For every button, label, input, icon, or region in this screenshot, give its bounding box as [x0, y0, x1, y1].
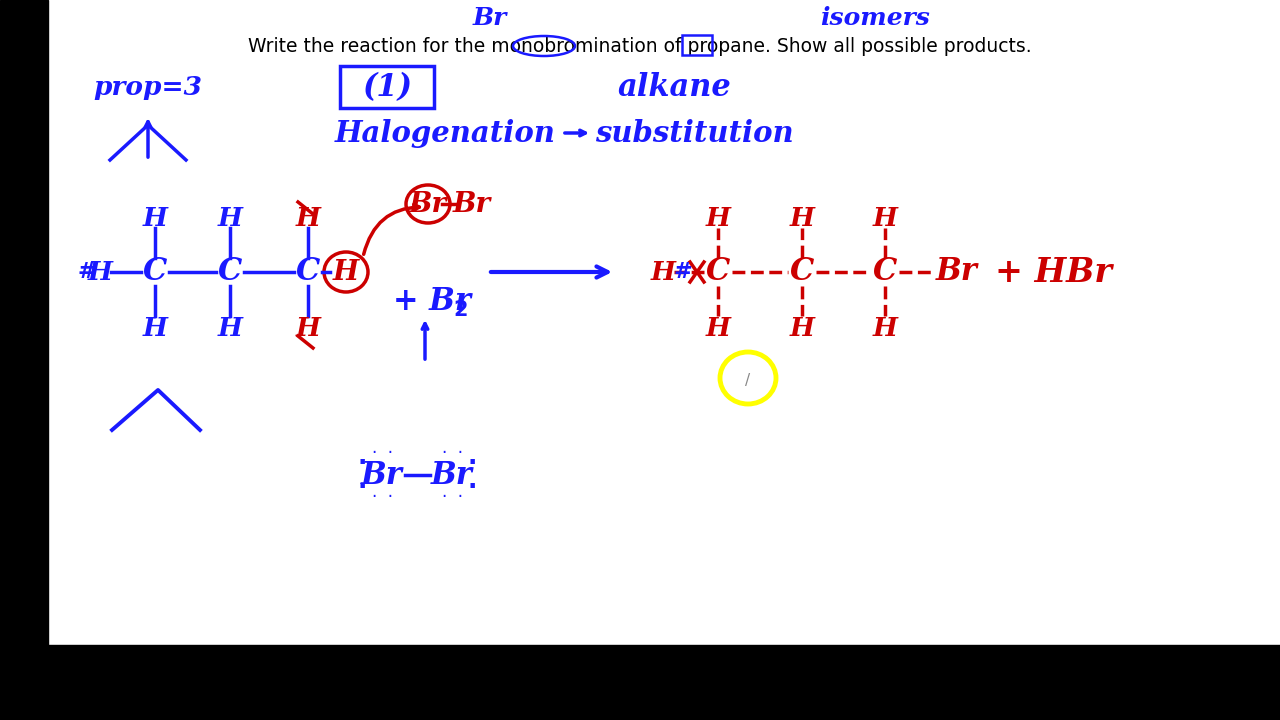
Text: Br: Br — [936, 256, 978, 287]
Text: Br: Br — [453, 191, 492, 217]
Text: MATIC: MATIC — [216, 670, 284, 690]
Text: C: C — [218, 256, 242, 287]
Text: Br: Br — [472, 6, 507, 30]
Circle shape — [191, 673, 205, 687]
Text: H: H — [873, 205, 897, 230]
Text: H: H — [218, 315, 242, 341]
Text: Br: Br — [361, 459, 403, 490]
Text: ·  ·: · · — [371, 488, 393, 506]
Bar — [0, 645, 1280, 720]
Text: H: H — [790, 205, 814, 230]
Text: Br: Br — [431, 459, 472, 490]
Text: #: # — [673, 262, 692, 282]
Text: Br: Br — [408, 191, 447, 217]
Text: SCREENCAST: SCREENCAST — [58, 670, 201, 690]
Text: C: C — [296, 256, 320, 287]
Text: H: H — [790, 315, 814, 341]
Text: alkane: alkane — [618, 73, 732, 104]
Text: H: H — [873, 315, 897, 341]
Text: H: H — [87, 259, 113, 284]
Text: RECORDED WITH: RECORDED WITH — [58, 654, 157, 664]
Text: substitution: substitution — [595, 119, 794, 148]
Text: ·: · — [467, 451, 476, 475]
Text: H: H — [705, 315, 731, 341]
Text: C: C — [705, 256, 730, 287]
Text: H: H — [705, 205, 731, 230]
Text: Halogenation: Halogenation — [335, 119, 556, 148]
Text: H: H — [142, 205, 168, 230]
Text: + HBr: + HBr — [995, 256, 1112, 289]
Text: C: C — [790, 256, 814, 287]
Text: H: H — [296, 315, 320, 341]
Text: ·  ·: · · — [442, 444, 462, 462]
Text: Write the reaction for the monobromination of propane. Show all possible product: Write the reaction for the monobrominati… — [248, 37, 1032, 55]
Text: /: / — [745, 372, 750, 387]
Text: + Br: + Br — [393, 287, 471, 318]
Text: isomers: isomers — [820, 6, 929, 30]
Text: H: H — [650, 259, 676, 284]
Text: prop=3: prop=3 — [93, 76, 202, 101]
Text: C: C — [873, 256, 897, 287]
Text: ·: · — [357, 475, 366, 499]
Text: (1): (1) — [362, 73, 412, 104]
Text: H: H — [296, 205, 320, 230]
Text: C: C — [143, 256, 168, 287]
Text: 2: 2 — [453, 300, 467, 320]
Text: ·  ·: · · — [371, 444, 393, 462]
Text: H: H — [142, 315, 168, 341]
Text: H: H — [333, 258, 360, 286]
Text: #: # — [78, 262, 96, 282]
Text: ·: · — [357, 451, 366, 475]
Text: H: H — [218, 205, 242, 230]
Bar — [0, 0, 49, 720]
Text: ·: · — [467, 475, 476, 499]
Text: ·  ·: · · — [442, 488, 462, 506]
